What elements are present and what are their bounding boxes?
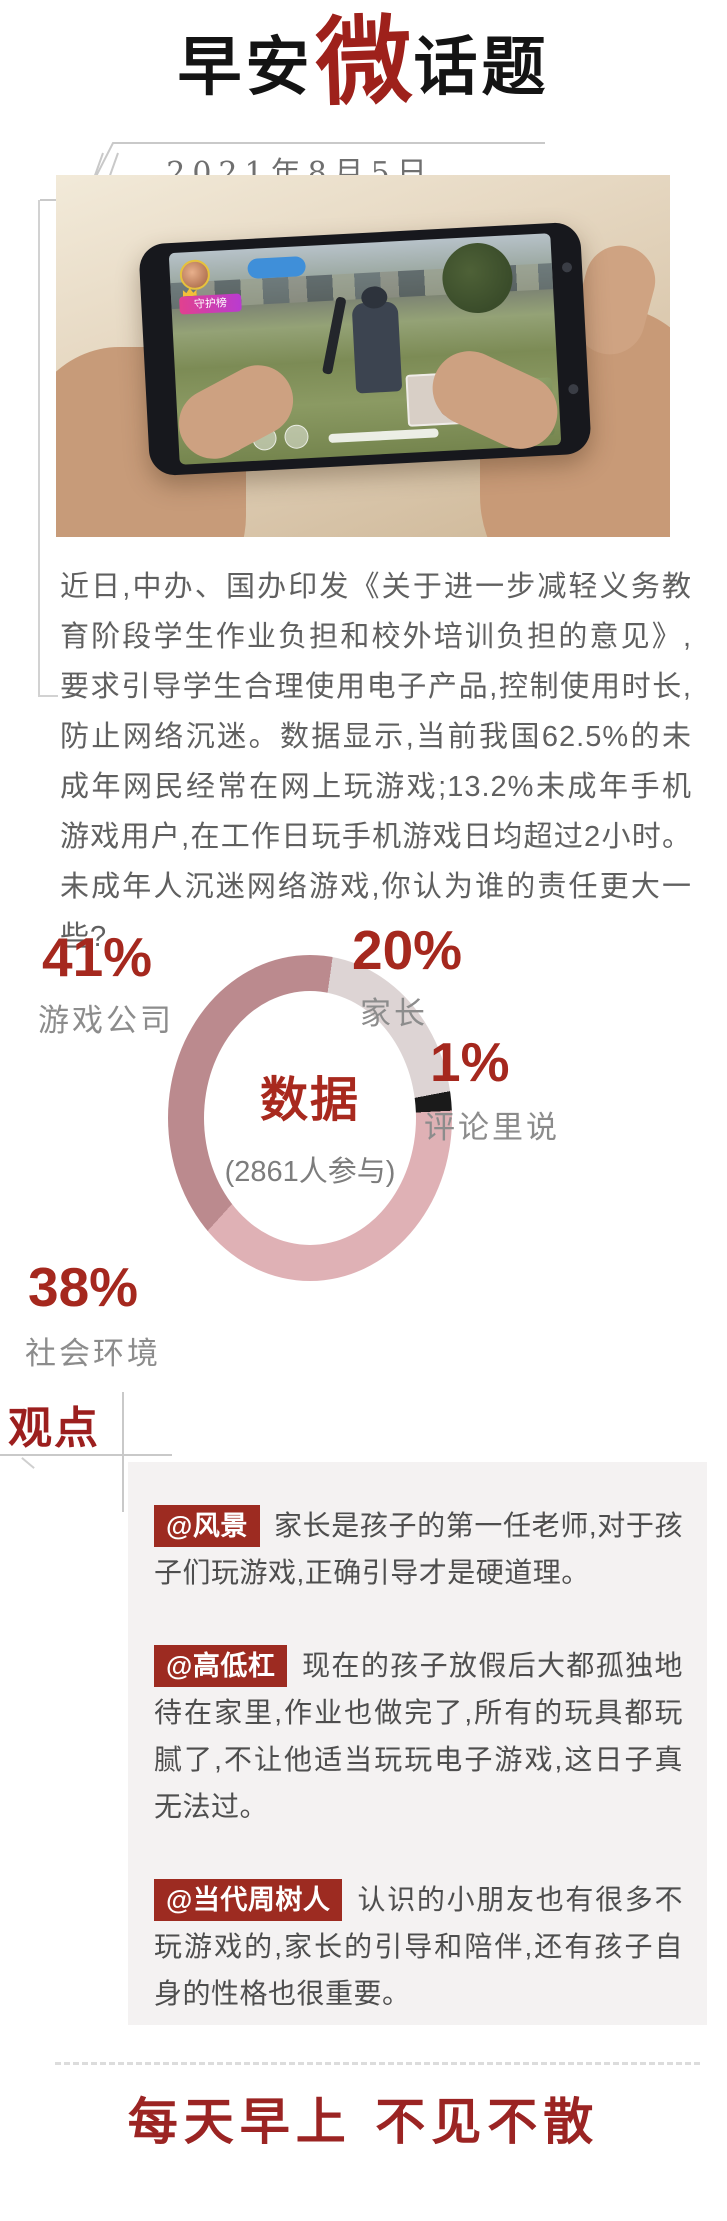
comment-text: 认识的小朋友也有很多不玩游戏的,家长的引导和陪伴,还有孩子自身的性格也很重要。 [154, 1884, 683, 2009]
game-blue-pill [247, 256, 307, 280]
page-title-right: 话题 [413, 30, 550, 105]
slice-value-parents: 20% [352, 919, 463, 981]
cross-line-horizontal [0, 1454, 172, 1456]
slice-label-games-company: 游戏公司 [38, 1003, 174, 1038]
intro-paragraph: 近日,中办、国办印发《关于进一步减轻义务教育阶段学生作业负担和校外培训负担的意见… [60, 571, 692, 953]
comment-item: @高低杠 现在的孩子放假后大都孤独地待在家里,作业也做完了,所有的玩具都玩腻了,不… [154, 1642, 683, 1830]
phone-speaker-dot [568, 383, 579, 395]
page-title-left: 早安 [177, 30, 314, 105]
comment-text: 家长是孩子的第一任老师,对于孩子们玩游戏,正确引导才是硬道理。 [154, 1510, 683, 1588]
game-character [351, 301, 403, 394]
donut-chart-hole [204, 991, 416, 1245]
footer-dashed-divider [55, 2062, 700, 2065]
game-character-gun [321, 296, 347, 375]
chart-subtitle: (2861人参与) [224, 1156, 396, 1188]
cross-line-vertical [122, 1392, 124, 1512]
slice-label-society: 社会环境 [25, 1336, 161, 1371]
slice-value-society: 38% [28, 1256, 139, 1318]
slice-label-parents: 家长 [360, 996, 428, 1031]
commenter-handle-badge: @当代周树人 [154, 1879, 343, 1921]
slice-value-comments: 1% [430, 1031, 510, 1093]
comments-panel: @风景 家长是孩子的第一任老师,对于孩子们玩游戏,正确引导才是硬道理。 @高低杠现… [128, 1462, 707, 2025]
cross-line-tick [21, 1457, 35, 1469]
footer-slogan: 每天早上 不见不散 [127, 2092, 600, 2151]
game-health-bar [328, 428, 439, 444]
opinions-section-title: 观点 [8, 1404, 100, 1453]
page-title-accent: 微 [313, 3, 414, 120]
chart-title: 数据 [259, 1074, 360, 1127]
page-title: 早安微话题 [0, 3, 727, 120]
phone-camera-dot [561, 262, 573, 273]
slice-label-comments: 评论里说 [424, 1110, 560, 1145]
donut-center-text: 数据 (2861人参与) [168, 1060, 452, 1190]
article-photo: 守护榜 [56, 175, 670, 537]
left-bracket-corner [38, 695, 58, 697]
comment-item: @当代周树人 认识的小朋友也有很多不玩游戏的,家长的引导和陪伴,还有孩子自身的性格… [154, 1876, 683, 2017]
game-guard-badge: 守护榜 [179, 293, 242, 315]
comment-item: @风景 家长是孩子的第一任老师,对于孩子们玩游戏,正确引导才是硬道理。 [154, 1502, 683, 1596]
slice-value-games-company: 41% [42, 926, 153, 988]
game-tree [440, 241, 515, 315]
commenter-handle-badge: @风景 [154, 1505, 260, 1547]
comment-text: 现在的孩子放假后大都孤独地待在家里,作业也做完了,所有的玩具都玩腻了,不让他适当… [154, 1650, 683, 1822]
game-button-icon [283, 424, 310, 450]
commenter-handle-badge: @高低杠 [154, 1645, 288, 1687]
left-bracket-line [38, 200, 40, 697]
